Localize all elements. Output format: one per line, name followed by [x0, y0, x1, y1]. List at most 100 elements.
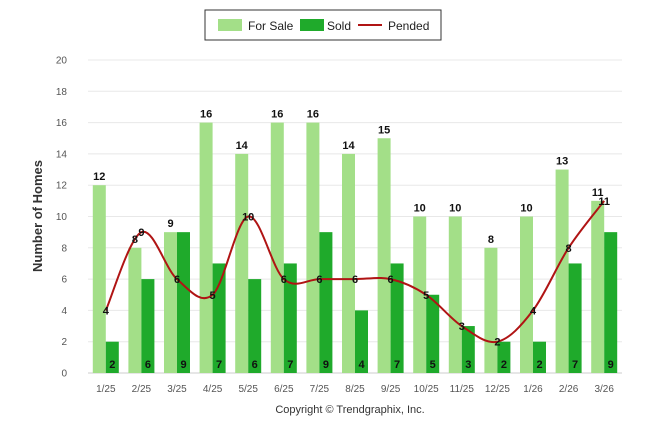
label-for-sale-1/25: 12 [93, 171, 105, 183]
x-tick-label-4/25: 4/25 [203, 384, 223, 395]
bar-for-sale-2/26 [555, 169, 569, 373]
label-sold-12/25: 2 [501, 359, 507, 371]
legend-label-pended: Pended [388, 19, 429, 33]
label-pended-3/26: 11 [598, 196, 610, 208]
label-sold-8/25: 4 [358, 359, 365, 371]
label-sold-2/25: 6 [145, 359, 151, 371]
label-for-sale-6/25: 16 [271, 109, 283, 121]
y-axis-ticks: 0 2 4 6 8 10 12 14 16 18 20 [56, 56, 68, 380]
label-for-sale-2/25: 8 [132, 234, 138, 246]
label-for-sale-9/25: 15 [378, 124, 390, 136]
label-pended-10/25: 5 [423, 290, 429, 302]
label-pended-2/25: 9 [138, 227, 144, 239]
label-pended-11/25: 3 [459, 321, 465, 333]
bar-for-sale-4/25 [199, 122, 213, 373]
legend-label-sold: Sold [327, 19, 351, 33]
bar-sold-7/25 [319, 232, 333, 373]
label-for-sale-4/25: 16 [200, 109, 212, 121]
label-pended-1/25: 4 [103, 305, 110, 317]
bar-sold-12/25 [497, 341, 511, 373]
y-tick-label-0: 0 [61, 369, 67, 380]
x-tick-label-5/25: 5/25 [238, 384, 258, 395]
label-sold-3/26: 9 [608, 359, 614, 371]
bar-for-sale-6/25 [270, 122, 284, 373]
bar-sold-1/25 [105, 341, 119, 373]
y-tick-label-18: 18 [56, 87, 68, 98]
label-for-sale-12/25: 8 [488, 234, 494, 246]
x-tick-label-2/25: 2/25 [132, 384, 152, 395]
x-tick-label-6/25: 6/25 [274, 384, 294, 395]
bar-for-sale-8/25 [342, 153, 355, 373]
bar-for-sale-1/25 [92, 185, 106, 373]
label-for-sale-8/25: 14 [342, 140, 355, 152]
bar-sold-10/25 [426, 294, 440, 373]
x-tick-label-12/25: 12/25 [485, 384, 510, 395]
bar-for-sale-10/25 [413, 216, 427, 373]
y-tick-label-10: 10 [56, 212, 68, 223]
legend-swatch-for-sale [218, 19, 242, 31]
x-tick-label-8/25: 8/25 [345, 384, 365, 395]
y-tick-label-14: 14 [56, 149, 68, 160]
label-sold-4/25: 7 [216, 359, 222, 371]
label-sold-10/25: 5 [430, 359, 436, 371]
label-for-sale-1/26: 10 [520, 203, 532, 215]
y-tick-label-2: 2 [61, 337, 67, 348]
bar-sold-5/25 [248, 279, 262, 373]
y-tick-label-4: 4 [61, 306, 67, 317]
label-pended-8/25: 6 [352, 274, 358, 286]
y-tick-label-12: 12 [56, 181, 68, 192]
label-pended-5/25: 10 [242, 212, 254, 224]
bar-for-sale-9/25 [377, 138, 391, 373]
label-sold-2/26: 7 [572, 359, 578, 371]
bar-sold-6/25 [283, 263, 297, 373]
bar-for-sale-1/26 [520, 216, 533, 373]
label-for-sale-3/25: 9 [167, 218, 173, 230]
pended-line-layer [104, 200, 606, 344]
x-tick-label-2/26: 2/26 [559, 384, 579, 395]
label-for-sale-11/25: 10 [449, 203, 461, 215]
y-tick-label-8: 8 [61, 243, 67, 254]
bar-sold-1/26 [533, 341, 546, 373]
x-tick-label-3/25: 3/25 [167, 384, 187, 395]
label-sold-7/25: 9 [323, 359, 329, 371]
data-labels: 12 2 8 6 9 9 16 7 14 6 16 7 16 9 14 4 15 7 10 5 10 3 8 2 10 2 13 7 1… [93, 109, 614, 371]
y-tick-label-6: 6 [61, 275, 67, 286]
x-tick-label-9/25: 9/25 [381, 384, 401, 395]
label-pended-1/26: 4 [530, 305, 537, 317]
copyright-credit: Copyright © Trendgraphix, Inc. [275, 404, 424, 416]
label-sold-1/25: 2 [109, 359, 115, 371]
bar-for-sale-3/26 [591, 200, 605, 373]
bar-for-sale-11/25 [448, 216, 462, 373]
label-pended-3/25: 6 [174, 274, 180, 286]
x-axis-ticks: 1/25 2/25 3/25 4/25 5/25 6/25 7/25 8/25 9/25 10/2… [96, 384, 614, 395]
x-tick-label-1/26: 1/26 [523, 384, 543, 395]
label-for-sale-2/26: 13 [556, 156, 568, 168]
label-sold-5/25: 6 [252, 359, 258, 371]
y-axis-label: Number of Homes [30, 160, 45, 272]
label-sold-9/25: 7 [394, 359, 400, 371]
bar-sold-9/25 [390, 263, 404, 373]
y-tick-label-16: 16 [56, 118, 68, 129]
label-pended-9/25: 6 [388, 274, 394, 286]
bar-for-sale-7/25 [306, 122, 320, 373]
x-tick-label-1/25: 1/25 [96, 384, 116, 395]
bar-sold-2/25 [141, 279, 155, 373]
bar-sold-11/25 [461, 326, 475, 373]
legend: For Sale Sold Pended [204, 9, 442, 41]
legend-swatch-sold [300, 19, 324, 31]
bar-sold-3/25 [177, 232, 190, 373]
label-for-sale-7/25: 16 [307, 109, 319, 121]
label-pended-2/26: 8 [566, 243, 572, 255]
label-sold-11/25: 3 [465, 359, 471, 371]
label-for-sale-5/25: 14 [236, 140, 249, 152]
y-tick-label-20: 20 [56, 56, 68, 67]
bar-for-sale-12/25 [484, 247, 498, 373]
label-for-sale-3/26: 11 [592, 187, 604, 199]
bar-sold-8/25 [355, 310, 368, 373]
bar-sold-2/26 [568, 263, 582, 373]
label-sold-3/25: 9 [180, 359, 186, 371]
label-sold-6/25: 7 [287, 359, 293, 371]
label-pended-6/25: 6 [281, 274, 287, 286]
bars [92, 122, 618, 373]
